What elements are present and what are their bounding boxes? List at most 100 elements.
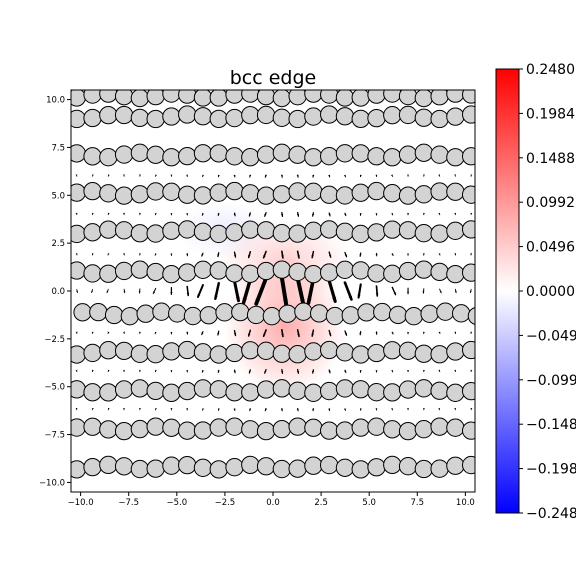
arrow-head [391, 369, 393, 372]
atom [272, 224, 292, 243]
arrow-head [307, 298, 312, 304]
atom [467, 307, 475, 325]
arrow-head [170, 332, 173, 334]
arrow-head [311, 213, 315, 217]
atom [272, 143, 292, 162]
atom [256, 221, 276, 240]
atom [209, 144, 228, 163]
atom [430, 459, 449, 478]
atom [209, 261, 228, 280]
atom [430, 417, 449, 436]
atom [241, 455, 260, 475]
atom [461, 455, 475, 475]
atom [430, 224, 449, 243]
arrow-head [123, 331, 125, 334]
atom [130, 344, 150, 363]
atom [99, 105, 118, 125]
atom [178, 263, 197, 282]
atom [225, 417, 244, 436]
y-tick-label: −7.5 [44, 431, 65, 441]
atom [130, 379, 150, 398]
arrow-head [359, 370, 362, 373]
arrow-head [391, 331, 394, 335]
arrow-head [344, 370, 347, 373]
atom [351, 460, 370, 479]
atom [367, 147, 386, 166]
x-tick-label: 10.0 [456, 498, 475, 508]
atom [335, 343, 355, 362]
atom [398, 421, 418, 441]
arrow-head [454, 174, 457, 177]
atom [162, 148, 181, 167]
atom [130, 108, 150, 128]
atom [367, 181, 386, 201]
arrow-head [248, 213, 252, 217]
atom [446, 264, 465, 284]
arrow-head [217, 213, 220, 216]
arrow-head [201, 253, 204, 257]
arrow-head [138, 253, 141, 256]
atom [304, 418, 323, 437]
atom [162, 182, 181, 201]
arrow-head [406, 291, 410, 294]
atom [241, 383, 260, 402]
atom [83, 417, 102, 436]
atom [398, 341, 418, 360]
arrow-head [348, 295, 352, 300]
arrow-head [186, 213, 189, 216]
atom [320, 381, 339, 401]
arrow-head [438, 369, 441, 372]
atom [130, 224, 150, 243]
atom [99, 341, 118, 360]
atom [320, 220, 339, 239]
atom [193, 421, 213, 440]
arrow-head [248, 370, 252, 374]
atom [351, 144, 370, 163]
arrow-head [423, 174, 425, 177]
atom [225, 343, 244, 363]
atom [241, 184, 260, 203]
atom [367, 343, 386, 363]
arrow-head [75, 369, 78, 372]
colorbar-tick-label: 0.0992 [526, 195, 575, 211]
atom [89, 302, 108, 322]
arrow-head [375, 332, 378, 335]
arrow-head [296, 370, 300, 374]
arrow-head [422, 369, 425, 372]
atom [278, 304, 297, 323]
atom [241, 341, 260, 360]
arrow-head [454, 331, 457, 334]
arrow-head [107, 212, 110, 215]
atom [193, 343, 213, 362]
arrow-head [391, 253, 394, 256]
atom [320, 340, 339, 360]
atom [193, 107, 213, 126]
atom [225, 147, 244, 166]
atom [114, 380, 134, 399]
arrow-head [170, 253, 173, 256]
atom [178, 421, 197, 440]
x-tick-label: 0.0 [266, 498, 280, 508]
x-tick-label: 2.5 [314, 498, 328, 508]
atom [310, 304, 329, 323]
atom [209, 418, 228, 437]
atom [130, 260, 150, 279]
arrow-head [155, 212, 157, 215]
atom [288, 345, 307, 364]
arrow-head [297, 255, 300, 258]
arrow-head [280, 214, 284, 217]
atom [146, 182, 165, 201]
arrow-head [263, 333, 266, 337]
atom [104, 305, 124, 325]
arrow-head [359, 332, 362, 335]
arrow-head [454, 253, 457, 256]
colorbar-tick-label: 0.2480 [526, 62, 575, 78]
atom [367, 383, 386, 402]
arrow-head [106, 290, 109, 293]
arrow-head [233, 174, 236, 177]
atom [136, 304, 155, 323]
atom [367, 223, 386, 242]
atom [461, 381, 475, 401]
arrow-head [344, 213, 347, 216]
